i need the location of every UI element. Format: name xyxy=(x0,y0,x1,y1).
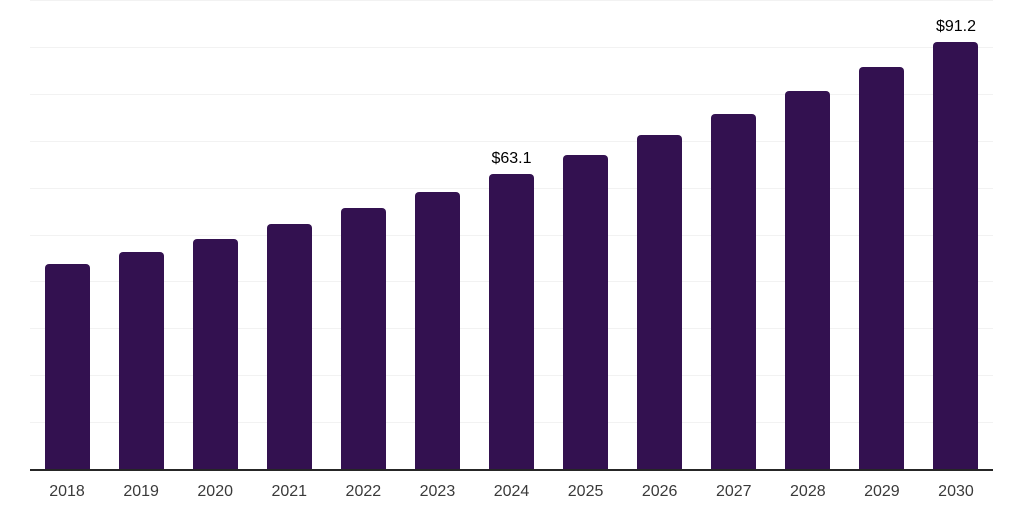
x-tick-label-2026: 2026 xyxy=(641,483,678,500)
x-axis-tick-labels: 2018 2019 2020 2021 2022 2023 2024 2025 2026 2027… xyxy=(30,482,993,502)
bar-2021 xyxy=(266,224,312,470)
bar-cell-2018 xyxy=(30,1,104,470)
x-axis-line xyxy=(30,469,993,471)
bar-2020 xyxy=(192,238,238,470)
bar-2028 xyxy=(785,91,831,470)
x-tick-label-2028: 2028 xyxy=(790,483,826,500)
bar-2030 xyxy=(933,42,979,470)
bar-2025 xyxy=(563,154,609,470)
bar-cell-2027 xyxy=(697,1,771,470)
x-tick-label-2021: 2021 xyxy=(271,483,308,500)
x-tick-label-2029: 2029 xyxy=(864,483,900,500)
bar-cell-2023 xyxy=(400,1,474,470)
gridline-90 xyxy=(30,46,993,48)
bar-2022 xyxy=(340,208,386,470)
gridline-70 xyxy=(30,140,993,142)
gridline-80 xyxy=(30,93,993,95)
data-label-2030: $91.2 xyxy=(935,18,976,36)
x-tick-label-2020: 2020 xyxy=(197,483,233,500)
x-tick-label-2030: 2030 xyxy=(938,483,974,500)
bar-cell-2024: $63.1 xyxy=(474,1,548,470)
plot-area: $63.1 $91.2 xyxy=(30,0,993,470)
bar-cell-2029 xyxy=(845,1,919,470)
x-tick-label-2023: 2023 xyxy=(419,483,456,500)
x-tick-label-2025: 2025 xyxy=(567,483,604,500)
bar-2019 xyxy=(118,252,164,470)
bar-2024 xyxy=(489,174,534,470)
bar-2029 xyxy=(859,66,905,470)
bar-series: $63.1 $91.2 xyxy=(30,1,993,470)
bar-cell-2026 xyxy=(623,1,697,470)
x-tick-label-2022: 2022 xyxy=(345,483,382,500)
bar-cell-2021 xyxy=(252,1,326,470)
x-tick-label-2024: 2024 xyxy=(493,483,530,500)
bar-2023 xyxy=(414,191,460,470)
bar-cell-2020 xyxy=(178,1,252,470)
bar-cell-2028 xyxy=(771,1,845,470)
x-tick-label-2019: 2019 xyxy=(123,483,159,500)
x-tick-label-2018: 2018 xyxy=(49,483,85,500)
x-tick-label-2027: 2027 xyxy=(715,483,752,500)
bar-2027 xyxy=(711,114,757,470)
bar-cell-2025 xyxy=(549,1,623,470)
bar-2026 xyxy=(637,134,683,470)
bar-cell-2019 xyxy=(104,1,178,470)
bar-cell-2022 xyxy=(326,1,400,470)
bar-2018 xyxy=(44,263,90,470)
gridline-100 xyxy=(30,0,993,1)
bar-cell-2030: $91.2 xyxy=(919,1,993,470)
data-label-2024: $63.1 xyxy=(491,150,532,168)
